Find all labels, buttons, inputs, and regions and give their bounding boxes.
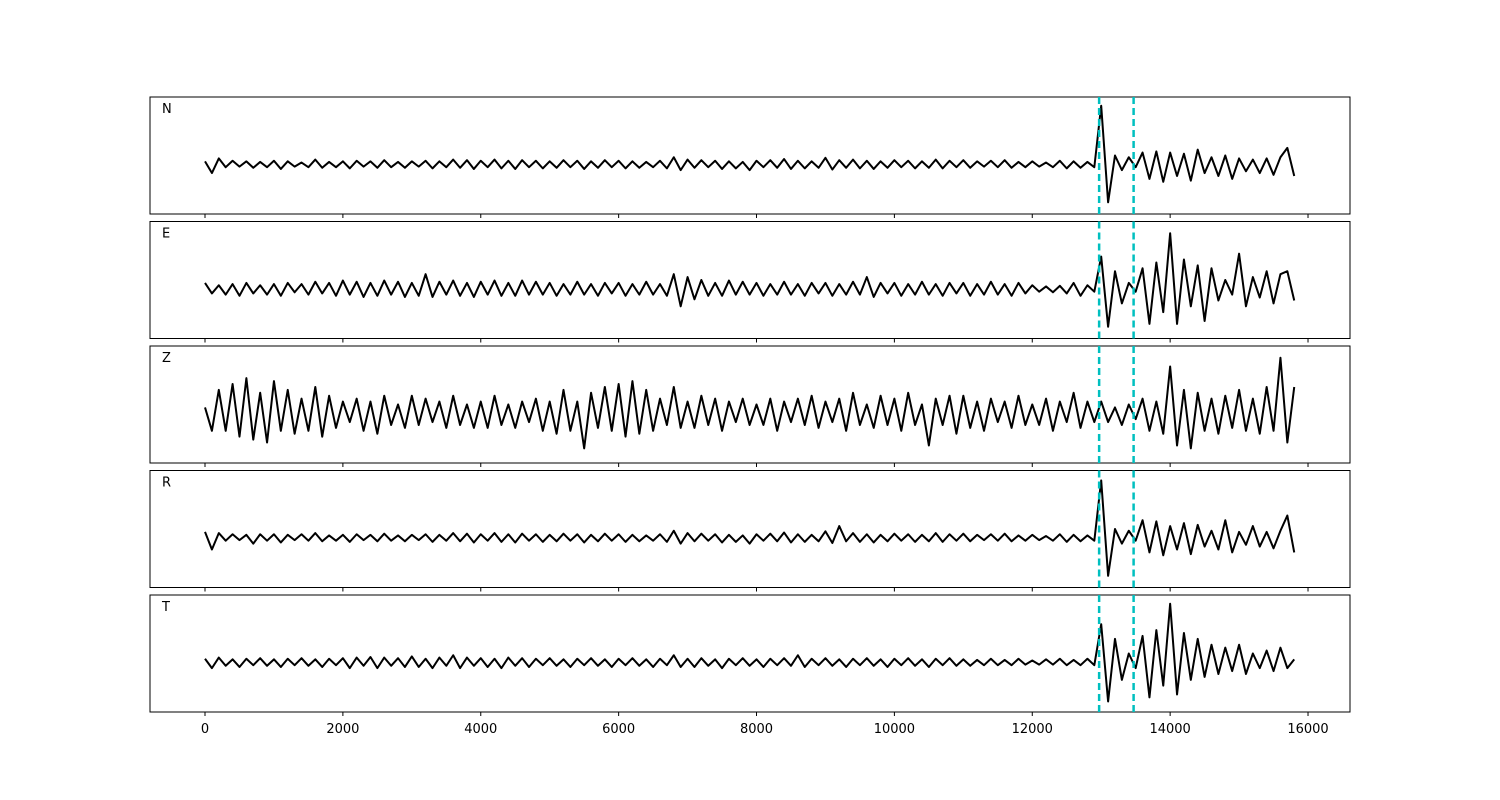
x-tick-label: 0 [201,722,209,737]
x-tick-label: 2000 [326,722,359,737]
trace [204,356,1296,450]
x-tick-label: 12000 [1012,722,1053,737]
panel-label: Z [162,351,171,366]
panel-label: R [162,476,171,491]
panel-frame [149,221,1351,339]
trace [204,104,1296,204]
trace [204,232,1296,328]
trace [204,479,1296,577]
x-tick-label: 8000 [740,722,773,737]
panel-frame [149,470,1351,588]
panel-label: N [162,102,172,117]
panel-frame [149,345,1351,464]
x-tick-label: 6000 [602,722,635,737]
panel-frame [149,594,1351,713]
x-tick-label: 16000 [1287,722,1328,737]
x-tick-label: 14000 [1149,722,1190,737]
panel-frame [149,96,1351,215]
panel-label: E [162,227,170,242]
x-tick-label: 4000 [464,722,497,737]
panel-label: T [161,600,170,615]
x-tick-label: 10000 [874,722,915,737]
trace [204,602,1296,703]
